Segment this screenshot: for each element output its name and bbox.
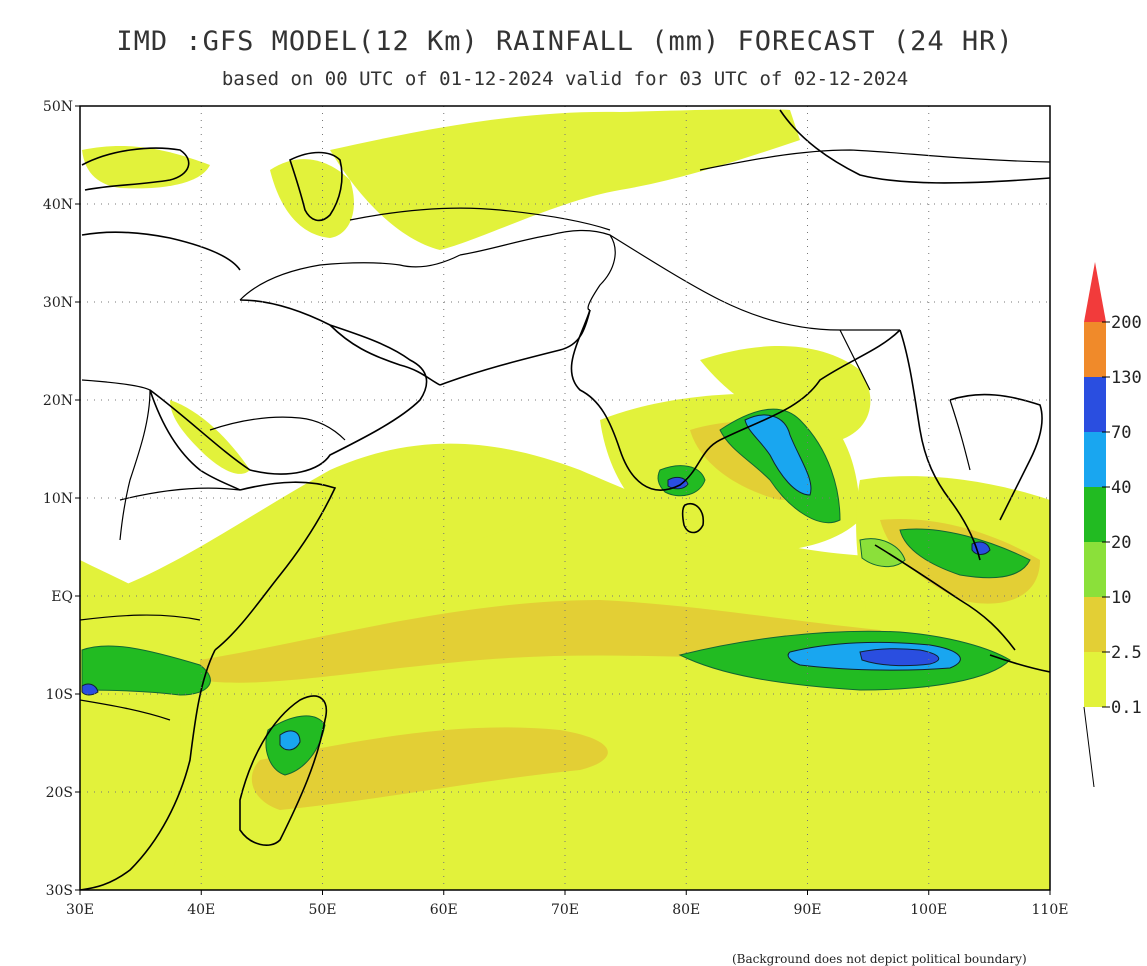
legend-label: 130 (1111, 368, 1142, 388)
coastline-black-sea (81, 147, 190, 191)
legend-swatch (1084, 597, 1106, 652)
rain-core-sumatra (971, 541, 991, 555)
rain-zone-east-africa (81, 645, 211, 696)
boundary-central-asia (349, 207, 611, 231)
legend-label: 0.1 (1111, 698, 1142, 718)
boundary-mongolia (699, 149, 1050, 171)
legend-swatch (1084, 542, 1106, 597)
boundary-myanmar (839, 329, 871, 391)
legend-swatch (1084, 652, 1106, 707)
lat-label: 20N (43, 393, 73, 409)
boundary-thailand-laos (949, 399, 971, 471)
graticule (80, 106, 1050, 890)
coastline-sumatra (874, 544, 1016, 651)
rain-core-bay-of-bengal (744, 414, 812, 496)
coastline-sri-lanka (681, 503, 705, 534)
lat-label: 40N (43, 197, 73, 213)
rain-zone-andaman (859, 538, 906, 567)
coastline-iran-pakistan (439, 309, 591, 386)
legend-label: 2.5 (1111, 643, 1142, 663)
legend-swatch (1084, 377, 1106, 432)
boundary-ethiopia (119, 487, 241, 501)
background-disclaimer: (Background does not depict political bo… (732, 952, 1027, 966)
legend-swatch (1084, 432, 1106, 487)
coastline-india (570, 309, 901, 491)
rain-band-southern (251, 727, 608, 810)
legend-label: 40 (1111, 478, 1131, 498)
rain-core-east-africa (81, 683, 99, 696)
boundary-himalaya (609, 234, 900, 331)
rain-area-arabian-sea (330, 448, 560, 550)
lon-label: 50E (308, 902, 336, 918)
coastline-persian-gulf (329, 324, 441, 386)
coastline-mediterranean (81, 231, 241, 271)
legend-swatch-top (1084, 262, 1106, 322)
lon-label: 90E (793, 902, 821, 918)
lon-label: 80E (672, 902, 700, 918)
rainfall-legend: 200 130 70 40 20 10 2.5 0.1 (1083, 262, 1142, 788)
lon-label: 70E (551, 902, 579, 918)
rain-area-caspian (270, 159, 354, 238)
coastline-caspian (289, 151, 343, 222)
legend-label: 20 (1111, 533, 1131, 553)
rain-area-east-africa (80, 560, 220, 890)
lat-label: 50N (43, 99, 73, 115)
lat-label: 10S (46, 687, 73, 703)
coastline-east-africa (80, 649, 216, 890)
legend-swatch (1084, 322, 1106, 377)
coastline-madagascar (239, 695, 327, 846)
coastline-china (779, 109, 1050, 184)
coastline-red-sea (149, 389, 241, 491)
lat-label: 30N (43, 295, 73, 311)
coastline-indochina (949, 393, 1043, 521)
legend-swatch (1084, 487, 1106, 542)
lat-label: EQ (51, 589, 73, 605)
boundary-iran (239, 254, 461, 301)
boundary-sudan (81, 379, 151, 541)
rain-zone-sumatra (899, 528, 1031, 579)
rain-core-tamil-nadu (667, 476, 689, 490)
political-boundaries (80, 149, 1050, 721)
map-title: IMD :GFS MODEL(12 Km) RAINFALL (mm) FORE… (116, 26, 1014, 57)
legend-tail (1083, 706, 1095, 788)
coastline-myanmar-thailand (899, 329, 981, 561)
latitude-labels: 50N 40N 30N 20N 10N EQ 10S 20S 30S (43, 99, 80, 899)
lon-label: 30E (66, 902, 94, 918)
lat-label: 30S (46, 883, 73, 899)
map-subtitle: based on 00 UTC of 01-12-2024 valid for … (221, 68, 909, 90)
lat-label: 10N (43, 491, 73, 507)
lat-label: 20S (46, 785, 73, 801)
coastline-java (989, 654, 1050, 673)
rain-area-bay-of-bengal-north (700, 346, 871, 440)
lon-label: 60E (430, 902, 458, 918)
lon-label: 110E (1032, 902, 1069, 918)
lon-label: 40E (187, 902, 215, 918)
rain-area-central-asia (330, 109, 800, 250)
rain-core-madagascar (279, 730, 301, 751)
legend-label: 200 (1111, 313, 1142, 333)
legend-label: 10 (1111, 588, 1131, 608)
boundary-afghanistan (459, 229, 616, 311)
rain-band-equatorial (200, 600, 888, 683)
longitude-labels: 30E 40E 50E 60E 70E 80E 90E 100E 110E (66, 890, 1069, 918)
boundary-kenya-tanzania (80, 614, 201, 621)
legend-label: 70 (1111, 423, 1131, 443)
boundary-congo (80, 699, 171, 721)
coastline-somalia (214, 481, 337, 651)
lon-label: 100E (910, 902, 947, 918)
coastlines (80, 109, 1050, 890)
rain-core-java-trench-heavy (859, 648, 940, 667)
boundary-saudi-yemen (209, 416, 346, 441)
